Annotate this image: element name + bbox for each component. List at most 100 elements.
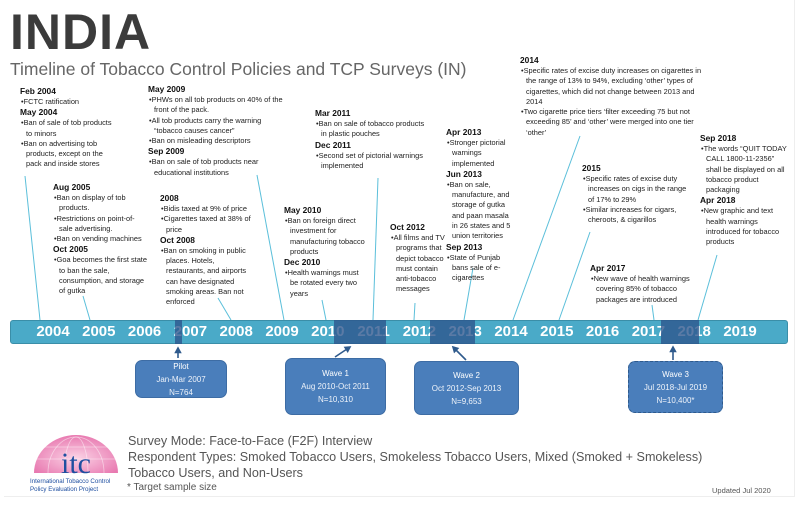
policy-event: 2008Bidis taxed at 9% of priceCigarettes… bbox=[160, 193, 255, 308]
year-label: 2014 bbox=[494, 323, 528, 340]
connector-line bbox=[413, 302, 416, 321]
timeline-bar bbox=[10, 320, 788, 344]
policy-event: May 2009PHWs on all tob products on 40% … bbox=[148, 84, 288, 178]
event-item: New wave of health warnings covering 85%… bbox=[590, 274, 698, 305]
year-label: 2004 bbox=[36, 323, 70, 340]
event-date: Oct 2005 bbox=[53, 244, 88, 255]
event-date: Sep 2009 bbox=[148, 146, 185, 157]
survey-sample-size: N=764 bbox=[169, 387, 193, 397]
survey-wave-box: Wave 1 Aug 2010-Oct 2011 N=10,310 bbox=[285, 358, 386, 415]
connector-line bbox=[697, 254, 718, 321]
event-date: Sep 2018 bbox=[700, 133, 737, 143]
svg-text:International Tobacco Control: International Tobacco Control bbox=[30, 478, 110, 485]
survey-wave-box: Wave 3 Jul 2018-Jul 2019 N=10,400* bbox=[628, 361, 723, 413]
year-label: 2015 bbox=[540, 323, 574, 340]
survey-name: Wave 3 bbox=[662, 369, 689, 379]
event-item: Similar increases for cigars, cheroots, … bbox=[582, 205, 694, 226]
connector-line bbox=[82, 295, 91, 321]
event-item: The words “QUIT TODAY CALL 1800-11-2356”… bbox=[700, 144, 788, 195]
survey-period-band bbox=[175, 320, 182, 344]
event-date: Apr 2013 bbox=[446, 127, 482, 137]
survey-sample-size: N=10,400* bbox=[656, 395, 695, 405]
event-item: PHWs on all tob products on 40% of the f… bbox=[148, 95, 288, 116]
event-item: Bidis taxed at 9% of price bbox=[160, 204, 255, 214]
arrow-head-icon bbox=[451, 345, 460, 354]
connector-line bbox=[24, 175, 41, 321]
year-label: 2009 bbox=[265, 323, 299, 340]
event-date: May 2004 bbox=[20, 107, 58, 118]
survey-period: Oct 2012-Sep 2013 bbox=[431, 383, 502, 393]
event-item: Restrictions on point-of-sale advertisin… bbox=[53, 214, 148, 235]
event-date: Feb 2004 bbox=[20, 86, 56, 96]
event-date: Aug 2005 bbox=[53, 182, 91, 192]
event-date: Apr 2017 bbox=[590, 263, 626, 273]
survey-period-band bbox=[334, 320, 386, 344]
connector-line bbox=[558, 231, 591, 321]
event-item: Specific rates of excise duty increases … bbox=[520, 66, 705, 107]
connector-line bbox=[512, 135, 581, 321]
year-label: 2019 bbox=[723, 323, 757, 340]
survey-sample-size: N=10,310 bbox=[318, 395, 353, 404]
survey-sample-size: N=9,653 bbox=[451, 396, 482, 406]
connector-line bbox=[651, 304, 655, 321]
event-item: Specific rates of excise duty increases … bbox=[582, 174, 694, 205]
connector-line bbox=[321, 299, 327, 321]
page-subtitle: Timeline of Tobacco Control Policies and… bbox=[10, 59, 467, 79]
event-item: Cigarettes taxed at 38% of price bbox=[160, 214, 255, 235]
event-date: Jun 2013 bbox=[446, 168, 482, 179]
event-item: All tob products carry the warning “toba… bbox=[148, 116, 288, 137]
event-item: New graphic and text health warnings int… bbox=[700, 206, 788, 247]
event-date: May 2009 bbox=[148, 84, 186, 94]
event-date: Oct 2008 bbox=[160, 234, 195, 245]
year-label: 2006 bbox=[127, 323, 162, 340]
event-item: Ban on smoking in public places. Hotels,… bbox=[160, 246, 255, 308]
year-label: 2017 bbox=[631, 323, 666, 340]
policy-event: 2014Specific rates of excise duty increa… bbox=[520, 55, 705, 138]
connector-line bbox=[256, 174, 285, 321]
survey-wave-box: Pilot Jan-Mar 2007 N=764 bbox=[135, 360, 227, 398]
event-item: Second set of pictorial warnings impleme… bbox=[315, 151, 430, 172]
event-item: Health warnings must be rotated every tw… bbox=[284, 268, 366, 299]
event-item: Goa becomes the first state to ban the s… bbox=[53, 255, 148, 296]
event-date: 2008 bbox=[160, 193, 179, 203]
year-label: 2007 bbox=[173, 323, 208, 340]
event-date: Dec 2011 bbox=[315, 139, 351, 150]
survey-period: Jul 2018-Jul 2019 bbox=[643, 382, 708, 392]
event-item: Ban on foreign direct investment for man… bbox=[284, 216, 366, 257]
survey-wave-box: Wave 2 Oct 2012-Sep 2013 N=9,653 bbox=[414, 361, 519, 415]
arrow-head-icon bbox=[174, 346, 182, 354]
event-item: Two cigarette price tiers ‘filter exceed… bbox=[520, 107, 705, 138]
policy-event: Mar 2011Ban on sale of tobacco products … bbox=[315, 108, 430, 171]
event-item: Ban on sale of tobacco products in plast… bbox=[315, 119, 430, 140]
event-item: State of Punjab bans sale of e-cigarette… bbox=[446, 253, 516, 284]
survey-name: Wave 2 bbox=[453, 370, 480, 380]
event-date: Dec 2010 bbox=[284, 257, 321, 268]
event-date: Apr 2018 bbox=[700, 195, 736, 206]
event-item: FCTC ratification bbox=[20, 97, 118, 107]
policy-event: May 2010Ban on foreign direct investment… bbox=[284, 205, 366, 299]
event-item: Stronger pictorial warnings implemented bbox=[446, 138, 516, 169]
survey-name: Pilot bbox=[173, 361, 189, 371]
updated-date: Updated Jul 2020 bbox=[712, 486, 771, 495]
survey-period: Jan-Mar 2007 bbox=[156, 374, 206, 384]
target-sample-note: * Target sample size bbox=[127, 482, 217, 493]
survey-period-band bbox=[661, 320, 699, 344]
arrow-head-icon bbox=[343, 346, 352, 353]
survey-period: Aug 2010-Oct 2011 bbox=[301, 382, 370, 391]
survey-mode: Survey Mode: Face-to-Face (F2F) Intervie… bbox=[128, 434, 373, 448]
policy-event: Apr 2017New wave of health warnings cove… bbox=[590, 263, 698, 305]
event-date: May 2010 bbox=[284, 205, 322, 215]
event-item: Ban of sale of tob products to minors bbox=[20, 118, 118, 139]
policy-event: 2015Specific rates of excise duty increa… bbox=[582, 163, 694, 225]
event-item: All films and TV programs that depict to… bbox=[390, 233, 446, 295]
event-item: Ban on sale of tob products near educati… bbox=[148, 157, 288, 178]
itc-logo: itc International Tobacco Control Policy… bbox=[30, 435, 118, 495]
event-item: Ban on display of tob products. bbox=[53, 193, 148, 214]
event-item: Ban on misleading descriptors bbox=[148, 136, 288, 146]
event-item: Ban on advertising tob products, except … bbox=[20, 139, 118, 170]
year-label: 2016 bbox=[585, 323, 620, 340]
event-date: Mar 2011 bbox=[315, 108, 351, 118]
year-label: 2012 bbox=[402, 323, 437, 340]
page-title: INDIA bbox=[10, 4, 152, 60]
svg-text:Policy Evaluation Project: Policy Evaluation Project bbox=[30, 486, 98, 493]
